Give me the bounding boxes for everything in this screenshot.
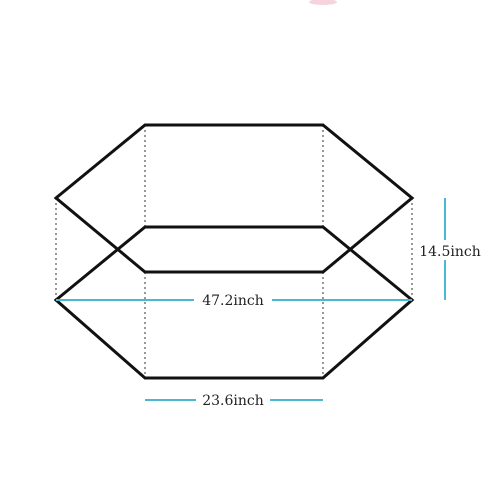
base-label-background (196, 390, 270, 410)
base-dimension-label: 23.6inch (202, 393, 264, 409)
height-label-background (416, 240, 484, 260)
width-dimension-label: 47.2inch (202, 293, 264, 309)
top-smudge-mark (309, 0, 337, 5)
top-hexagon-outline (53, 123, 415, 274)
width-label-background (194, 289, 272, 309)
height-dimension-label: 14.5inch (419, 244, 481, 260)
